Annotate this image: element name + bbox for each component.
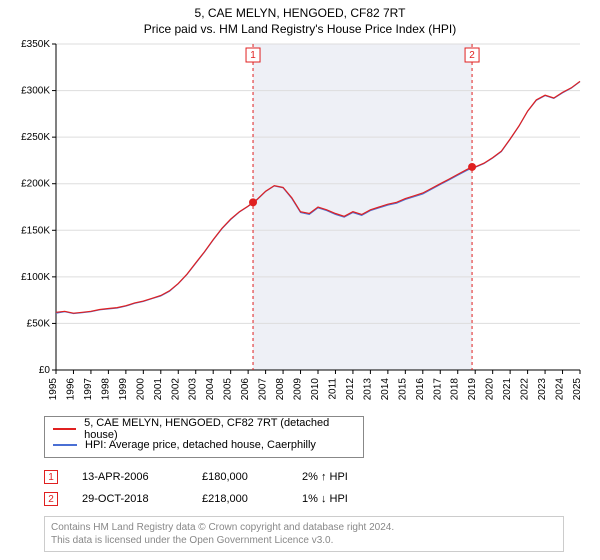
svg-text:2020: 2020 <box>485 378 496 401</box>
svg-text:2006: 2006 <box>240 378 251 401</box>
sale-date: 29-OCT-2018 <box>82 493 202 505</box>
sale-price: £180,000 <box>202 471 302 483</box>
sale-date: 13-APR-2006 <box>82 471 202 483</box>
chart-title-subtitle: Price paid vs. HM Land Registry's House … <box>0 20 600 40</box>
svg-text:2025: 2025 <box>572 378 583 401</box>
svg-text:1: 1 <box>250 50 256 61</box>
legend-row: HPI: Average price, detached house, Caer… <box>53 437 355 453</box>
svg-text:£250K: £250K <box>21 132 50 143</box>
sale-row: 2 29-OCT-2018£218,0001% ↓ HPI <box>44 488 600 510</box>
svg-text:2021: 2021 <box>502 378 513 401</box>
svg-text:2024: 2024 <box>555 378 566 401</box>
svg-text:2017: 2017 <box>432 378 443 401</box>
svg-text:£350K: £350K <box>21 40 50 50</box>
footer-box: Contains HM Land Registry data © Crown c… <box>44 516 564 552</box>
svg-text:2012: 2012 <box>345 378 356 401</box>
footer-line1: Contains HM Land Registry data © Crown c… <box>51 521 557 534</box>
svg-text:2011: 2011 <box>327 378 338 400</box>
svg-text:2019: 2019 <box>467 378 478 401</box>
svg-text:1997: 1997 <box>83 378 94 401</box>
footer-line2: This data is licensed under the Open Gov… <box>51 534 557 547</box>
svg-text:£0: £0 <box>39 365 51 376</box>
svg-text:2014: 2014 <box>380 378 391 401</box>
svg-text:2000: 2000 <box>135 378 146 401</box>
svg-text:2013: 2013 <box>362 378 373 401</box>
svg-text:2009: 2009 <box>293 378 304 401</box>
svg-text:1998: 1998 <box>100 378 111 401</box>
chart-plot-area: £0 £50K £100K £150K £200K £250K £300K £350K 1995… <box>10 40 590 410</box>
svg-text:1995: 1995 <box>48 378 59 401</box>
svg-text:2005: 2005 <box>223 378 234 401</box>
sales-table: 1 13-APR-2006£180,0002% ↑ HPI 2 29-OCT-2018… <box>44 466 600 510</box>
svg-text:2016: 2016 <box>415 378 426 401</box>
svg-text:£200K: £200K <box>21 179 50 190</box>
legend-label: HPI: Average price, detached house, Caer… <box>85 439 316 451</box>
svg-text:2003: 2003 <box>188 378 199 401</box>
sale-marker-icon: 1 <box>44 470 58 484</box>
chart-title-address: 5, CAE MELYN, HENGOED, CF82 7RT <box>0 0 600 20</box>
legend-box: 5, CAE MELYN, HENGOED, CF82 7RT (detache… <box>44 416 364 458</box>
legend-row: 5, CAE MELYN, HENGOED, CF82 7RT (detache… <box>53 421 355 437</box>
sale-row: 1 13-APR-2006£180,0002% ↑ HPI <box>44 466 600 488</box>
svg-text:2010: 2010 <box>310 378 321 401</box>
legend-swatch <box>53 444 77 446</box>
svg-text:£100K: £100K <box>21 272 50 283</box>
svg-text:£300K: £300K <box>21 86 50 97</box>
svg-text:2008: 2008 <box>275 378 286 401</box>
svg-text:1999: 1999 <box>118 378 129 401</box>
svg-text:2015: 2015 <box>397 378 408 401</box>
svg-text:2001: 2001 <box>153 378 164 401</box>
line-chart-svg: £0 £50K £100K £150K £200K £250K £300K £350K 1995… <box>10 40 590 410</box>
legend-swatch <box>53 428 76 430</box>
svg-text:£50K: £50K <box>27 318 51 329</box>
legend-label: 5, CAE MELYN, HENGOED, CF82 7RT (detache… <box>84 417 355 441</box>
sale-pct: 1% ↓ HPI <box>302 493 402 505</box>
sale-price: £218,000 <box>202 493 302 505</box>
svg-text:2007: 2007 <box>258 378 269 401</box>
svg-text:2004: 2004 <box>205 378 216 401</box>
sale-marker-icon: 2 <box>44 492 58 506</box>
svg-text:2018: 2018 <box>450 378 461 401</box>
svg-text:£150K: £150K <box>21 225 50 236</box>
sale-pct: 2% ↑ HPI <box>302 471 402 483</box>
svg-text:2023: 2023 <box>537 378 548 401</box>
svg-text:2: 2 <box>469 50 475 61</box>
svg-text:2002: 2002 <box>170 378 181 401</box>
svg-text:2022: 2022 <box>520 378 531 401</box>
chart-container: 5, CAE MELYN, HENGOED, CF82 7RT Price pa… <box>0 0 600 560</box>
svg-text:1996: 1996 <box>65 378 76 401</box>
